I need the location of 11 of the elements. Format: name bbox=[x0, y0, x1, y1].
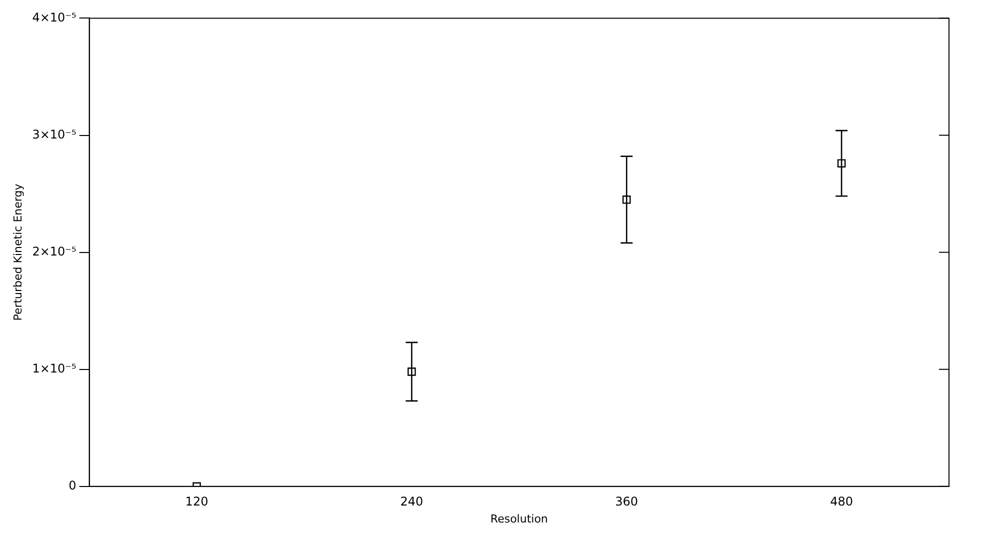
x-tick-label: 360 bbox=[615, 494, 638, 509]
y-tick-label: 4×10⁻⁵ bbox=[32, 10, 76, 24]
x-tick-label: 480 bbox=[830, 494, 853, 509]
y-axis-title: Perturbed Kinetic Energy bbox=[11, 183, 24, 321]
y-tick-label: 1×10⁻⁵ bbox=[32, 361, 76, 376]
y-tick-label: 3×10⁻⁵ bbox=[32, 127, 76, 142]
x-axis-title: Resolution bbox=[490, 512, 548, 526]
y-tick-label: 2×10⁻⁵ bbox=[32, 244, 76, 258]
x-tick-label: 240 bbox=[400, 494, 424, 509]
y-tick-label: 0 bbox=[68, 478, 76, 493]
x-tick-label: 120 bbox=[185, 494, 208, 509]
